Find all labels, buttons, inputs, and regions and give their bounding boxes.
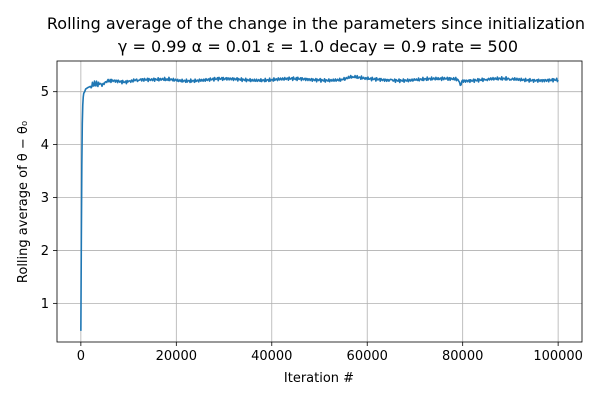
x-tick-label: 60000 [347,349,388,364]
y-tick-label: 4 [41,138,49,153]
x-axis-label: Iteration # [284,371,354,386]
chart-subtitle: γ = 0.99 α = 0.01 ε = 1.0 decay = 0.9 ra… [118,37,518,56]
y-axis-label: Rolling average of θ − θ₀ [16,121,31,283]
plot-frame [56,60,583,343]
grid [57,61,582,342]
chart-title: Rolling average of the change in the par… [47,14,585,33]
series-layer [80,74,559,331]
ticks: 0 20000 40000 60000 80000 100000 1 2 3 4 5 [41,85,583,364]
series-line [80,74,559,331]
x-tick-label: 40000 [251,349,292,364]
y-tick-label: 1 [41,297,49,312]
y-tick-label: 3 [41,191,49,206]
x-tick-label: 0 [77,349,85,364]
y-tick-label: 2 [41,244,49,259]
x-tick-label: 20000 [156,349,197,364]
x-tick-label: 80000 [442,349,483,364]
y-tick-label: 5 [41,85,49,100]
x-tick-label: 100000 [533,349,583,364]
